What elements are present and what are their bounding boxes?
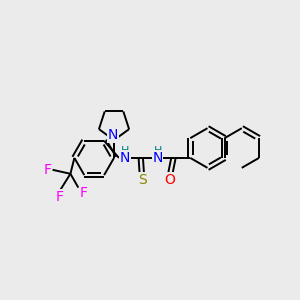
- Text: N: N: [152, 151, 163, 165]
- Text: H: H: [121, 146, 129, 156]
- Text: N: N: [108, 128, 118, 142]
- Text: O: O: [164, 173, 175, 187]
- Text: H: H: [153, 146, 162, 156]
- Text: S: S: [138, 173, 147, 187]
- Text: N: N: [120, 151, 130, 165]
- Text: F: F: [56, 190, 64, 204]
- Text: F: F: [44, 163, 52, 177]
- Text: F: F: [79, 186, 87, 200]
